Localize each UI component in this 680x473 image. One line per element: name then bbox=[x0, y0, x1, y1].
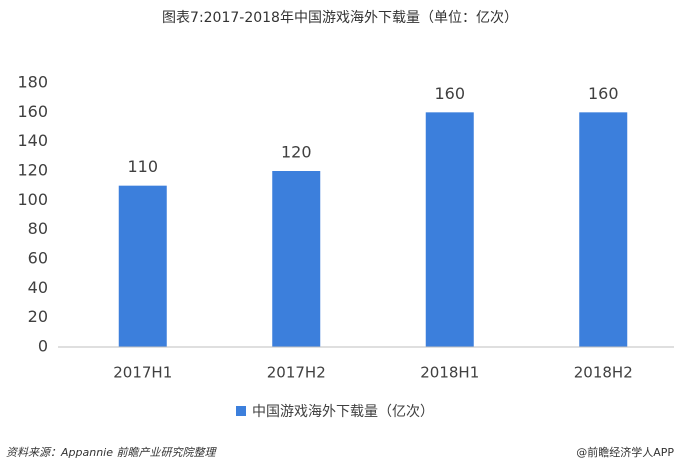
y-tick-label: 60 bbox=[28, 249, 48, 268]
x-tick-label: 2018H2 bbox=[574, 364, 633, 382]
legend-label: 中国游戏海外下载量（亿次） bbox=[252, 404, 434, 420]
bar bbox=[118, 185, 167, 347]
bar bbox=[425, 112, 474, 347]
y-tick-label: 140 bbox=[17, 131, 48, 150]
y-tick-label: 100 bbox=[17, 190, 48, 209]
source-note: 资料来源：Appannie 前瞻产业研究院整理 bbox=[6, 446, 217, 459]
y-tick-label: 120 bbox=[17, 161, 48, 180]
y-tick-label: 0 bbox=[38, 337, 48, 356]
y-tick-label: 20 bbox=[28, 307, 48, 326]
y-tick-label: 80 bbox=[28, 219, 48, 238]
credit: @前瞻经济学人APP bbox=[576, 445, 674, 459]
data-label: 160 bbox=[588, 84, 619, 103]
x-tick-label: 2017H2 bbox=[267, 364, 326, 382]
y-tick-label: 40 bbox=[28, 278, 48, 297]
bar bbox=[272, 171, 321, 347]
bar bbox=[579, 112, 628, 347]
legend-swatch bbox=[236, 406, 246, 416]
data-label: 110 bbox=[127, 157, 158, 176]
x-tick-label: 2018H1 bbox=[420, 364, 479, 382]
data-label: 160 bbox=[434, 84, 465, 103]
x-tick-label: 2017H1 bbox=[113, 364, 172, 382]
chart-title: 图表7:2017-2018年中国游戏海外下载量（单位：亿次） bbox=[162, 10, 518, 26]
y-tick-label: 180 bbox=[17, 73, 48, 92]
data-label: 120 bbox=[281, 143, 312, 162]
y-tick-label: 160 bbox=[17, 102, 48, 121]
